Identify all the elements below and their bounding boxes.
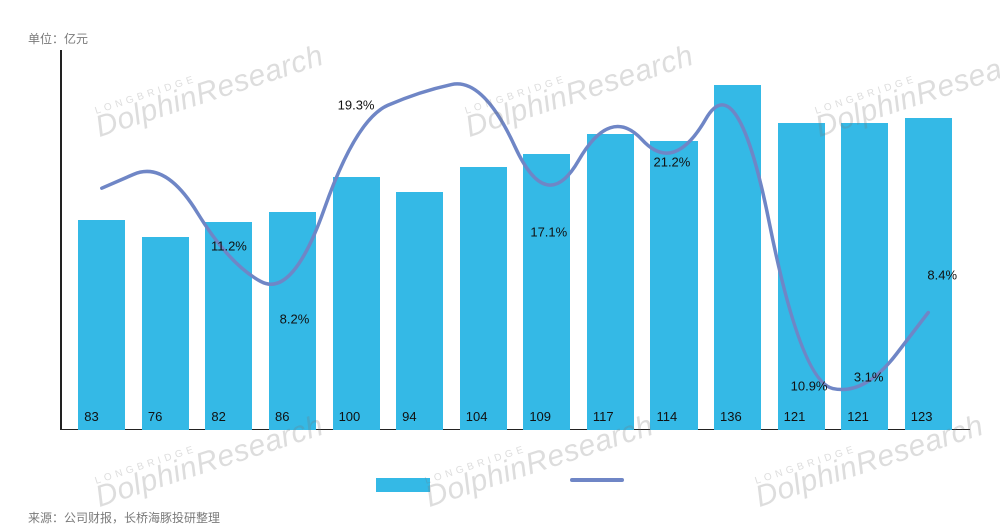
pct-label: 17.1%	[530, 224, 567, 239]
pct-label: 10.9%	[791, 378, 828, 393]
pct-label: 19.3%	[338, 98, 375, 113]
pct-label: 11.2%	[211, 239, 247, 254]
chart-area: 8376828610094104109117114136121121123 11…	[60, 50, 970, 430]
pct-label: 3.1%	[854, 370, 884, 385]
legend	[0, 478, 1000, 492]
trend-line-path	[102, 84, 928, 390]
unit-label: 单位：亿元	[28, 30, 88, 47]
pct-label: 8.4%	[927, 267, 957, 282]
trend-line	[60, 50, 970, 430]
legend-line-swatch	[570, 478, 624, 482]
pct-label: 21.2%	[653, 155, 690, 170]
legend-bar-swatch	[376, 478, 430, 492]
source-label: 来源：公司财报，长桥海豚投研整理	[28, 509, 220, 526]
pct-label: 8.2%	[280, 311, 310, 326]
